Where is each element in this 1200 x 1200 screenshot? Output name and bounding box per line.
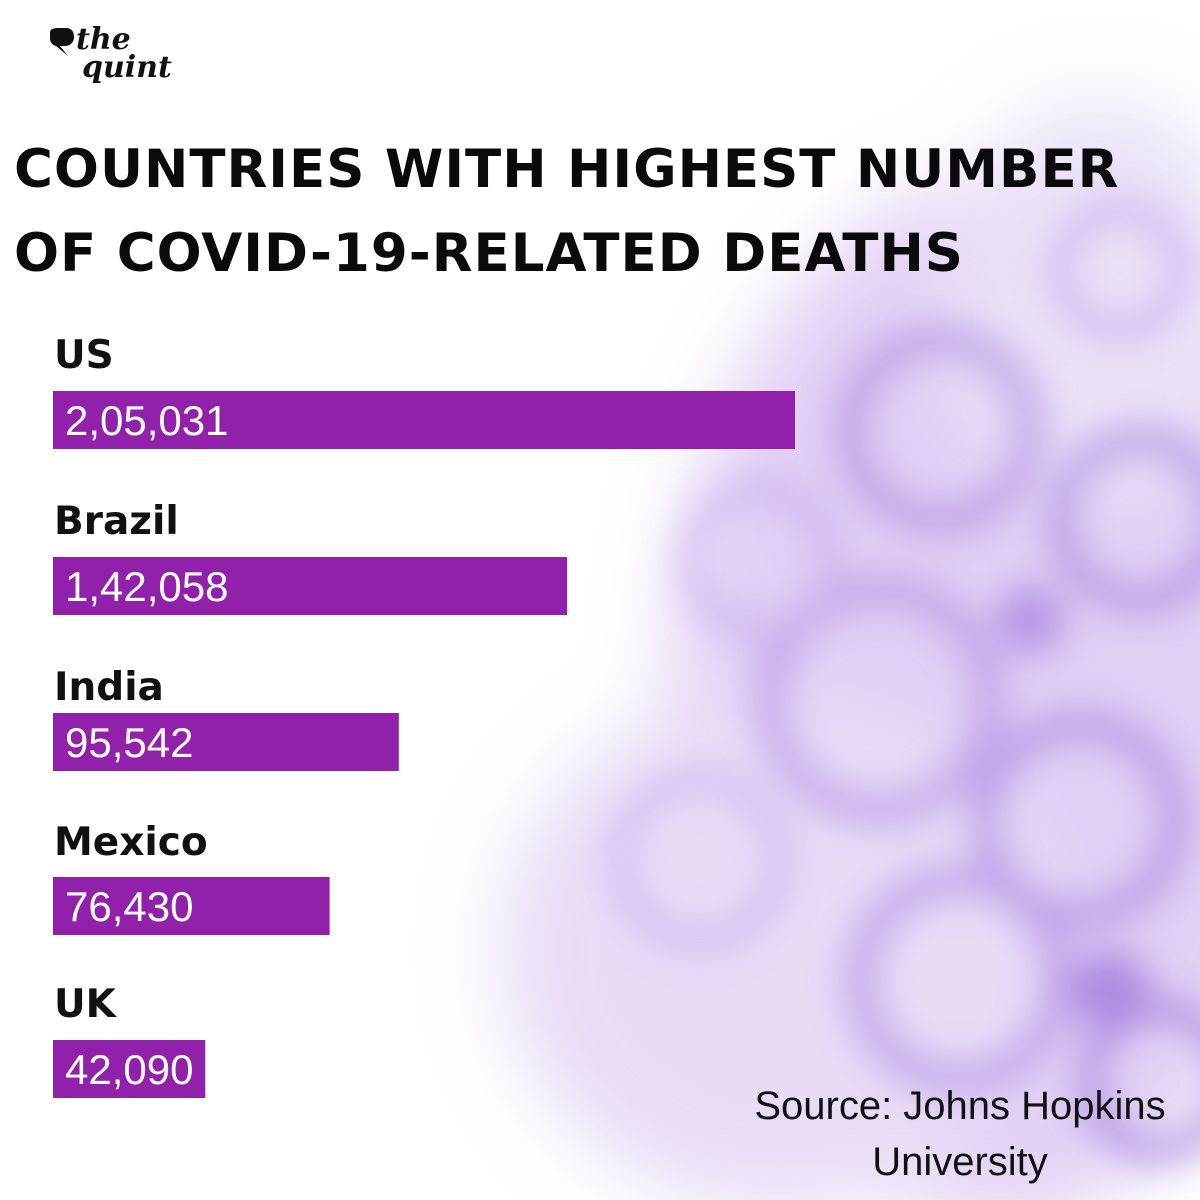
- bar-us: [53, 391, 795, 449]
- category-label-brazil: Brazil: [54, 499, 179, 544]
- source-line-2: University: [872, 1140, 1048, 1184]
- value-label-brazil: 1,42,058: [65, 563, 229, 610]
- chart-title: COUNTRIES WITH HIGHEST NUMBER OF COVID-1…: [14, 128, 1194, 296]
- value-label-india: 95,542: [65, 719, 193, 766]
- category-label-us: US: [54, 333, 114, 378]
- bar-mexico: [53, 877, 330, 935]
- category-label-uk: UK: [54, 982, 118, 1027]
- brand-line-1: the: [76, 22, 131, 57]
- source-line-1: Source: Johns Hopkins: [754, 1084, 1166, 1128]
- value-label-us: 2,05,031: [65, 397, 229, 444]
- brand-line-2: quint: [82, 50, 172, 85]
- chart-title-line-2: OF COVID-19-RELATED DEATHS: [14, 223, 964, 284]
- category-label-india: India: [54, 665, 164, 710]
- bar-india: [53, 713, 399, 771]
- speech-bubble-logo-icon: [50, 28, 74, 56]
- chart-title-line-1: COUNTRIES WITH HIGHEST NUMBER: [14, 139, 1120, 200]
- bar-brazil: [53, 557, 568, 615]
- brand-wordmark: the quint: [76, 22, 176, 85]
- value-label-mexico: 76,430: [65, 883, 193, 930]
- category-label-mexico: Mexico: [54, 820, 208, 865]
- source-note: Source: Johns Hopkins University: [730, 1078, 1190, 1190]
- value-label-uk: 42,090: [65, 1046, 193, 1093]
- bar-uk: [53, 1040, 206, 1098]
- brand-logo: the quint: [46, 22, 176, 106]
